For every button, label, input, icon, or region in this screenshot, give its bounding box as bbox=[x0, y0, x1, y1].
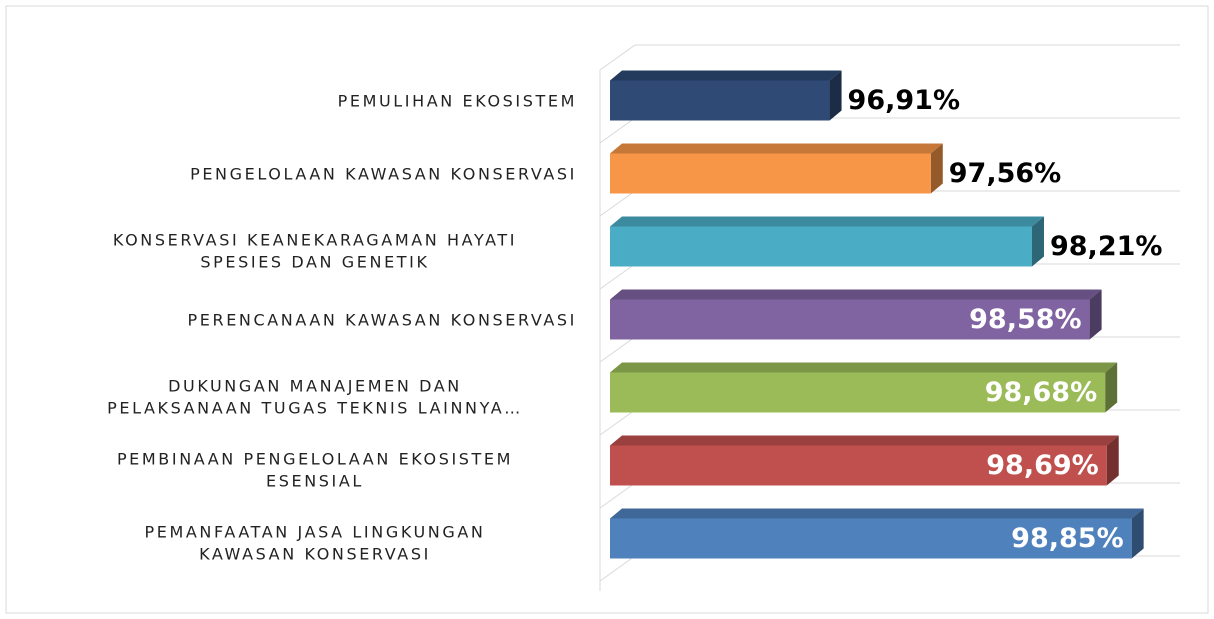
bar bbox=[610, 216, 1044, 267]
bar bbox=[610, 362, 1118, 413]
bar bbox=[610, 143, 943, 194]
bar bbox=[610, 435, 1119, 486]
bar-top bbox=[610, 70, 842, 81]
data-label: 98,58% bbox=[969, 304, 1081, 335]
bar-top bbox=[610, 362, 1118, 373]
category-label: PENGELOLAAN KAWASAN KONSERVASI bbox=[190, 165, 577, 184]
bar-side bbox=[1106, 435, 1119, 486]
bar-top bbox=[610, 289, 1102, 300]
bar-front bbox=[610, 226, 1032, 267]
category-label: PEMANFAATAN JASA LINGKUNGAN KAWASAN KONSE… bbox=[145, 523, 486, 564]
data-label: 98,68% bbox=[985, 377, 1097, 408]
bar-top bbox=[610, 216, 1044, 227]
bar-side bbox=[829, 70, 842, 121]
data-label: 98,69% bbox=[986, 450, 1098, 481]
bar-side bbox=[1089, 289, 1102, 340]
data-label: 98,85% bbox=[1011, 523, 1123, 554]
category-label: PEMULIHAN EKOSISTEM bbox=[338, 92, 577, 111]
bar-side bbox=[1131, 508, 1144, 559]
bar-front bbox=[610, 153, 931, 194]
bar bbox=[610, 289, 1102, 340]
category-label: PEMBINAAN PENGELOLAAN EKOSISTEM ESENSIAL bbox=[117, 450, 513, 491]
data-label: 97,56% bbox=[949, 158, 1061, 189]
bar-front bbox=[610, 518, 1132, 559]
bar-front bbox=[610, 372, 1106, 413]
category-label: DUKUNGAN MANAJEMEN DAN PELAKSANAAN TUGAS … bbox=[107, 377, 523, 418]
data-label: 98,21% bbox=[1050, 231, 1162, 262]
bar-side bbox=[1031, 216, 1044, 267]
bar-front bbox=[610, 299, 1090, 340]
bar bbox=[610, 70, 842, 121]
bar-front bbox=[610, 445, 1107, 486]
category-label: KONSERVASI KEANEKARAGAMAN HAYATI SPESIES … bbox=[113, 231, 517, 272]
bar-side bbox=[1105, 362, 1118, 413]
category-label: PERENCANAAN KAWASAN KONSERVASI bbox=[188, 311, 577, 330]
bar-side bbox=[930, 143, 943, 194]
bar-front bbox=[610, 80, 830, 121]
data-label: 96,91% bbox=[848, 85, 960, 116]
bar bbox=[610, 508, 1144, 559]
bar-top bbox=[610, 435, 1119, 446]
bar-top bbox=[610, 508, 1144, 519]
grid-line bbox=[599, 44, 1180, 71]
bar-top bbox=[610, 143, 943, 154]
